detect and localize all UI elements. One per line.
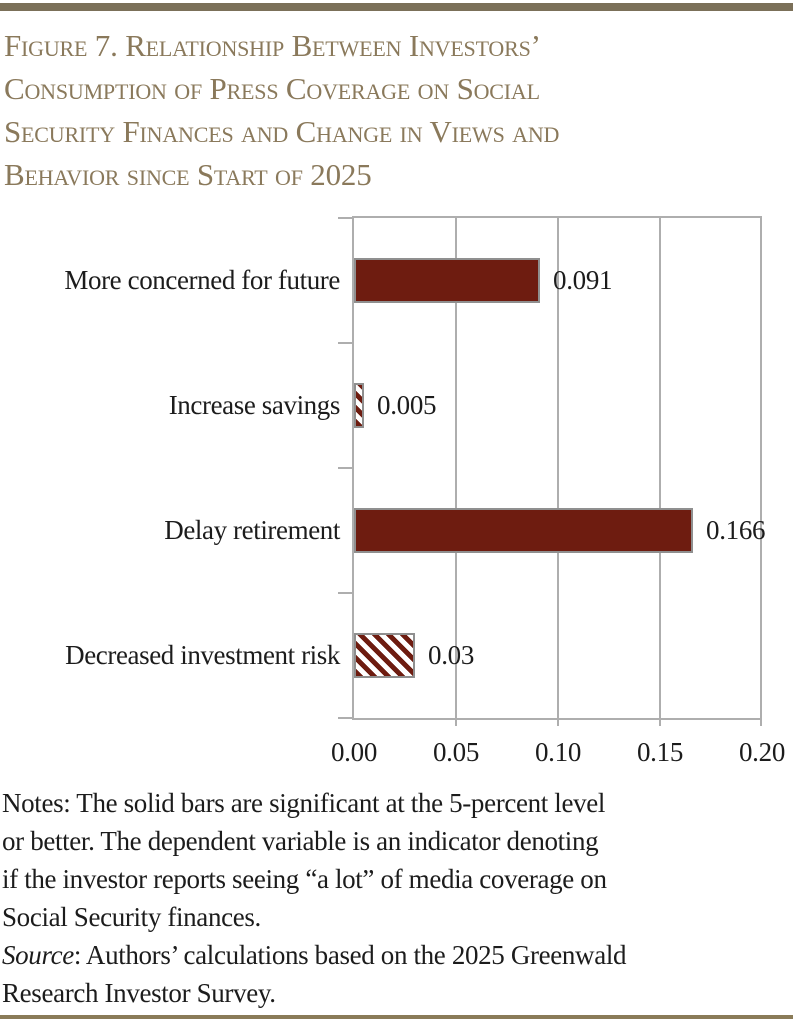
- figure-title-line-3: Security Finances and Change in Views an…: [4, 114, 560, 149]
- category-axis-tick: [338, 592, 352, 594]
- chart: 0.091 0.005 0.166 0.03: [338, 216, 766, 726]
- x-tick-label: 0.10: [534, 737, 582, 767]
- bar-solid: [354, 508, 693, 553]
- x-axis-tick: [557, 720, 559, 726]
- notes-line-4: Social Security finances.: [2, 902, 261, 932]
- category-axis-labels: More concerned for future Increase saving…: [0, 218, 340, 718]
- plot-area: 0.091 0.005 0.166 0.03: [338, 217, 766, 726]
- top-accent-bar: [0, 3, 793, 11]
- figure-title-line-4: Behavior since Start of 2025: [4, 157, 372, 192]
- category-label: Decreased investment risk: [65, 639, 340, 670]
- x-axis-tick: [760, 720, 762, 726]
- bar-hatched: [354, 383, 364, 428]
- x-axis-tick: [659, 720, 661, 726]
- bar-value-label: 0.03: [428, 639, 475, 670]
- notes-line-3: if the investor reports seeing “a lot” o…: [2, 864, 607, 894]
- gridline: [760, 218, 762, 718]
- x-axis-tick: [455, 720, 457, 726]
- source-line-2: Research Investor Survey.: [2, 978, 276, 1008]
- gridline: [557, 218, 559, 718]
- x-tick-label: 0.05: [432, 737, 480, 767]
- source-label: Source: [2, 940, 74, 970]
- category-axis-tick: [338, 342, 352, 344]
- x-tick-label: 0.20: [738, 737, 786, 767]
- notes-line-1: Notes: The solid bars are significant at…: [2, 788, 606, 818]
- figure-title: Figure 7. Relationship Between Investors…: [4, 24, 790, 196]
- x-tick-label: 0.00: [330, 737, 378, 767]
- gridline: [455, 218, 457, 718]
- source-line: Source: Authors’ calculations based on t…: [2, 936, 792, 974]
- category-label: Delay retirement: [164, 514, 340, 545]
- bar-value-label: 0.091: [553, 264, 613, 295]
- x-axis-labels: 0.00 0.05 0.10 0.15 0.20: [331, 737, 785, 771]
- notes-line-2: or better. The dependent variable is an …: [2, 826, 599, 856]
- bar-solid: [354, 258, 540, 303]
- x-tick-label: 0.15: [636, 737, 684, 767]
- source-text: : Authors’ calculations based on the 202…: [73, 940, 627, 970]
- bar-value-label: 0.005: [377, 389, 437, 420]
- bottom-rule: [0, 1015, 793, 1019]
- category-axis-tick: [338, 467, 352, 469]
- category-axis-tick: [338, 217, 352, 219]
- category-label: More concerned for future: [64, 264, 340, 295]
- category-label: Increase savings: [168, 389, 341, 420]
- gridline: [659, 218, 661, 718]
- bar-value-label: 0.166: [706, 514, 766, 545]
- figure-title-line-1: Figure 7. Relationship Between Investors…: [4, 28, 541, 63]
- bar-hatched: [354, 633, 415, 678]
- notes-block: Notes: The solid bars are significant at…: [2, 784, 792, 1012]
- category-axis-tick: [338, 717, 352, 719]
- figure-title-line-2: Consumption of Press Coverage on Social: [4, 71, 540, 106]
